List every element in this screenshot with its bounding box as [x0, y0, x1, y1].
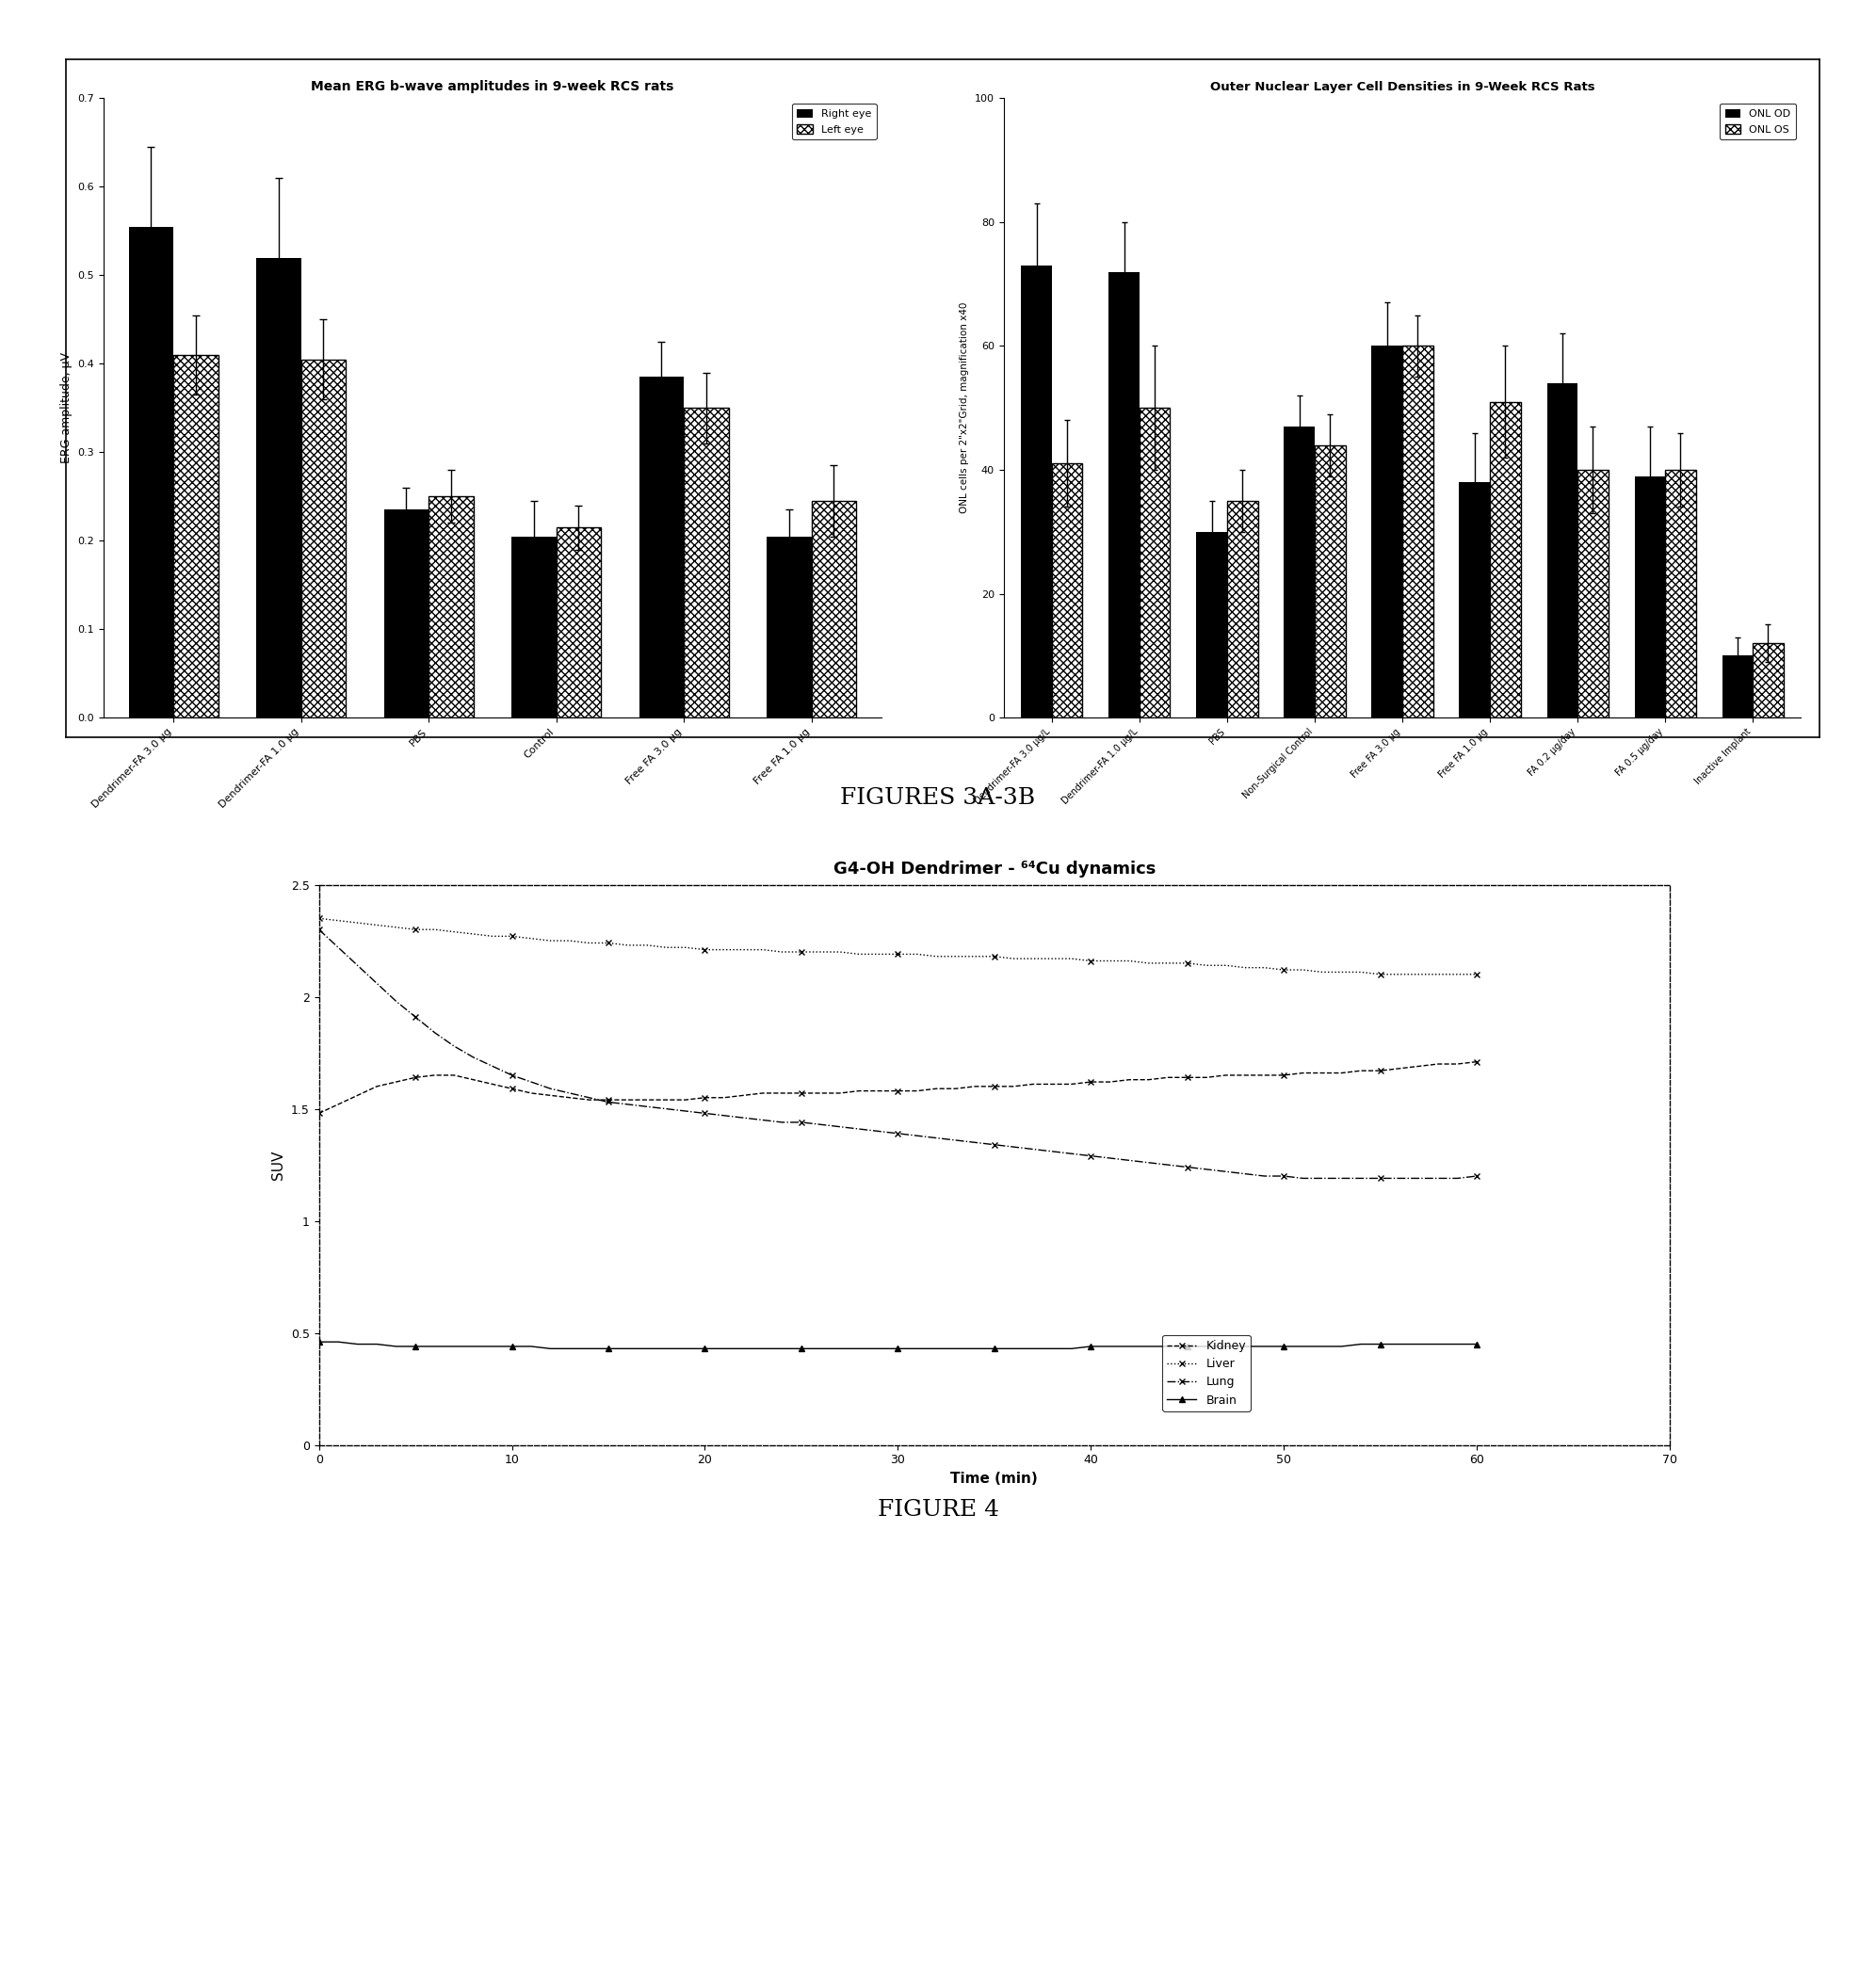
Kidney	[1002, 1075, 1024, 1099]
Legend: ONL OD, ONL OS: ONL OD, ONL OS	[1720, 104, 1795, 140]
Bar	[385, 509, 428, 718]
Kidney	[538, 1083, 561, 1107]
Text: FIGURES 3A-3B: FIGURES 3A-3B	[840, 786, 1036, 810]
Bar	[1460, 482, 1490, 718]
Bar	[1752, 643, 1784, 718]
Y-axis label: ERG amplitude, µV: ERG amplitude, µV	[60, 352, 71, 464]
Lung	[1330, 1166, 1353, 1189]
Bar	[1109, 271, 1139, 718]
Brain	[1022, 1337, 1045, 1360]
Bar	[1315, 444, 1345, 718]
Kidney	[713, 1085, 735, 1109]
Bar	[1197, 533, 1227, 718]
Bar	[1052, 464, 1082, 718]
Bar	[1548, 383, 1578, 718]
Bar	[173, 354, 218, 718]
Line: Brain: Brain	[315, 1339, 1480, 1353]
Lung	[538, 1077, 561, 1101]
Kidney	[578, 1087, 600, 1111]
Brain	[538, 1337, 561, 1360]
Title: Mean ERG b-wave amplitudes in 9-week RCS rats: Mean ERG b-wave amplitudes in 9-week RCS…	[311, 81, 673, 92]
Bar	[1490, 401, 1521, 718]
Kidney	[308, 1101, 330, 1125]
Bar	[812, 501, 855, 718]
Lung	[925, 1127, 947, 1150]
Bar	[428, 497, 473, 718]
Bar	[257, 258, 300, 718]
Bar	[1666, 470, 1696, 718]
Brain	[597, 1337, 619, 1360]
Bar	[1403, 346, 1433, 718]
Kidney	[1311, 1062, 1334, 1085]
Title: G4-OH Dendrimer - ⁶⁴Cu dynamics: G4-OH Dendrimer - ⁶⁴Cu dynamics	[833, 861, 1156, 879]
Kidney	[1465, 1050, 1488, 1073]
Lung	[713, 1103, 735, 1127]
Legend: Kidney, Liver, Lung, Brain: Kidney, Liver, Lung, Brain	[1163, 1335, 1251, 1412]
Bar	[767, 537, 812, 718]
Bar	[1021, 265, 1052, 718]
Liver	[1465, 963, 1488, 987]
Text: FIGURE 4: FIGURE 4	[878, 1498, 998, 1522]
Brain	[308, 1331, 330, 1355]
Bar	[300, 360, 345, 718]
Bar	[1634, 476, 1666, 718]
Legend: Right eye, Left eye: Right eye, Left eye	[792, 104, 876, 140]
Bar	[1283, 427, 1315, 718]
Bar	[640, 377, 685, 718]
Liver	[1311, 959, 1334, 983]
Line: Liver: Liver	[315, 914, 1480, 977]
Bar	[512, 537, 557, 718]
Liver	[713, 938, 735, 961]
Lung	[1293, 1166, 1315, 1189]
Bar	[557, 527, 600, 718]
Line: Lung: Lung	[315, 926, 1480, 1182]
Lung	[308, 918, 330, 942]
Bar	[685, 409, 728, 718]
Bar	[1227, 501, 1257, 718]
Bar	[1139, 409, 1171, 718]
Liver	[1002, 948, 1024, 971]
Liver	[925, 944, 947, 967]
Liver	[578, 932, 600, 955]
Brain	[732, 1337, 754, 1360]
Bar	[1578, 470, 1608, 718]
Brain	[1330, 1335, 1353, 1359]
Brain	[1465, 1333, 1488, 1357]
X-axis label: Time (min): Time (min)	[951, 1473, 1037, 1486]
Bar	[1722, 657, 1752, 718]
Line: Kidney: Kidney	[315, 1058, 1480, 1117]
Lung	[1002, 1134, 1024, 1158]
Lung	[578, 1085, 600, 1109]
Y-axis label: SUV: SUV	[272, 1150, 285, 1180]
Liver	[538, 928, 561, 952]
Lung	[1465, 1164, 1488, 1187]
Bar	[1371, 346, 1403, 718]
Brain	[944, 1337, 966, 1360]
Brain	[559, 1337, 582, 1360]
Bar	[129, 226, 173, 718]
Liver	[1369, 963, 1392, 987]
Title: Outer Nuclear Layer Cell Densities in 9-Week RCS Rats: Outer Nuclear Layer Cell Densities in 9-…	[1210, 81, 1595, 92]
Y-axis label: ONL cells per 2"x2"Grid, magnification x40: ONL cells per 2"x2"Grid, magnification x…	[961, 303, 970, 513]
Liver	[308, 906, 330, 930]
Kidney	[925, 1077, 947, 1101]
